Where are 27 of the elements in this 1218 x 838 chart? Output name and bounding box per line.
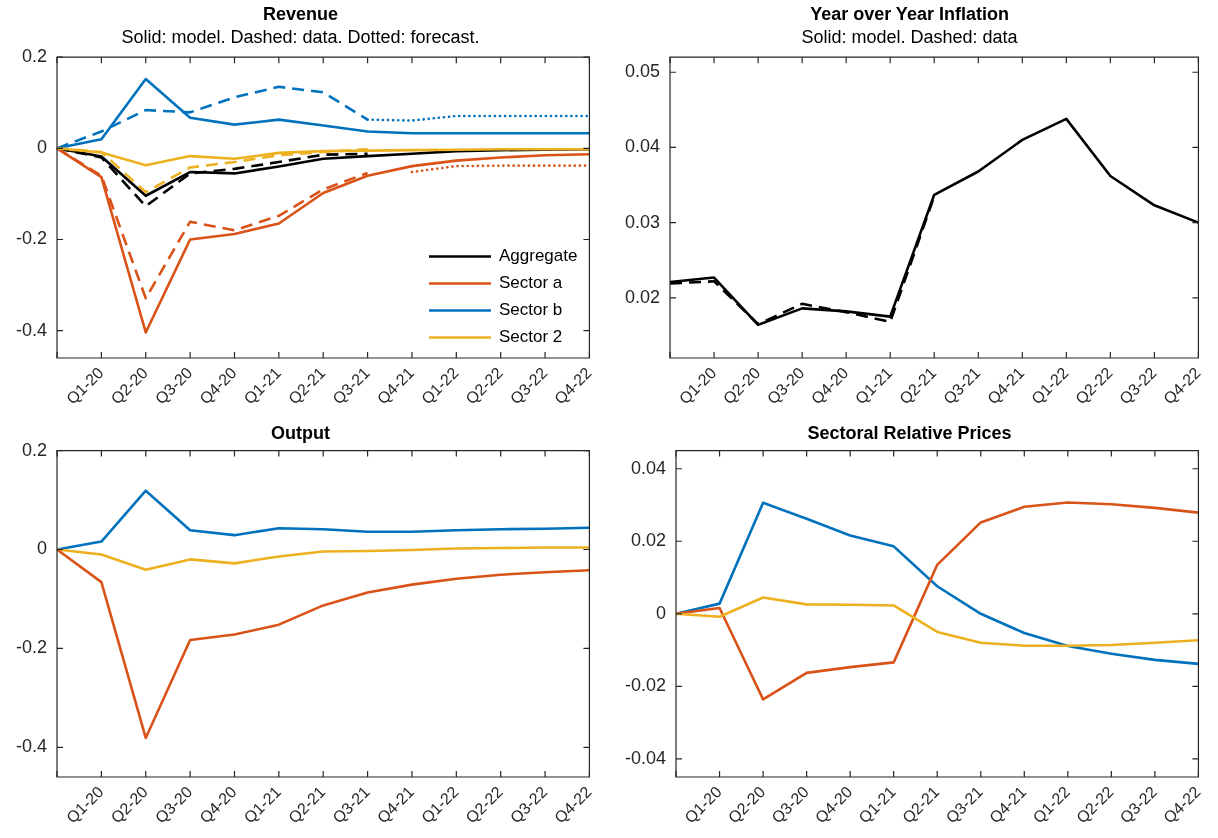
y-tick-label: 0 [37, 538, 48, 559]
legend-label: Sector a [498, 273, 563, 293]
chart-subtitle: Solid: model. Dashed: data. Dotted: forecast. [121, 27, 480, 48]
chart-title: Revenue [262, 3, 339, 24]
y-tick-label: 0.02 [624, 286, 661, 307]
chart-title: Year over Year Inflation [810, 3, 1009, 24]
y-tick-label: 0.03 [624, 211, 661, 232]
y-tick-label: -0.2 [15, 637, 48, 658]
y-tick-label: 0.2 [21, 439, 48, 460]
y-tick-label: 0.04 [630, 457, 667, 478]
chart-subtitle: Solid: model. Dashed: data [801, 27, 1019, 48]
legend-label: Aggregate [498, 246, 578, 266]
y-tick-label: 0 [656, 602, 667, 623]
y-tick-label: -0.4 [15, 736, 48, 757]
y-tick-label: -0.2 [15, 228, 48, 249]
y-tick-label: 0 [37, 137, 48, 158]
y-tick-label: 0.04 [624, 136, 661, 157]
legend-label: Sector b [498, 300, 563, 320]
y-tick-label: 0.02 [630, 530, 667, 551]
y-tick-label: -0.04 [625, 747, 667, 768]
y-tick-label: 0.05 [624, 61, 661, 82]
legend-label: Sector 2 [498, 327, 563, 347]
chart-title: Sectoral Relative Prices [807, 422, 1012, 443]
chart-title: Output [271, 422, 330, 443]
y-tick-label: 0.2 [21, 46, 48, 67]
y-tick-label: -0.4 [15, 319, 48, 340]
y-tick-label: -0.02 [625, 675, 667, 696]
